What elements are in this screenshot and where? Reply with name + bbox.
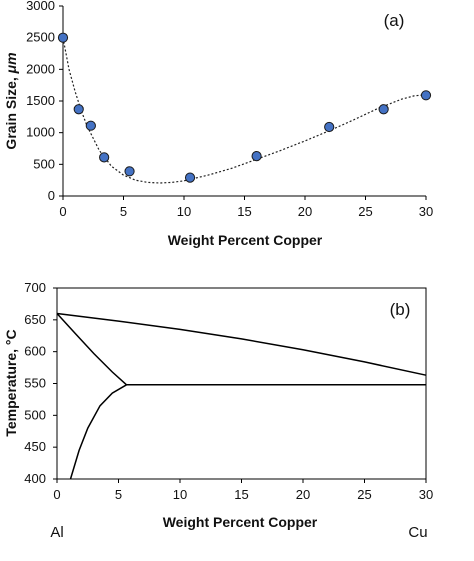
panel-a-label: (a) [384, 11, 405, 30]
panel-b-y-tick-label: 450 [24, 439, 46, 454]
panel-a-data-point [124, 166, 135, 177]
panel-b-y-tick-label: 700 [24, 280, 46, 295]
panel-a-y-tick-label: 2000 [26, 61, 55, 76]
panel-b-phase-boundary [69, 384, 127, 480]
panel-a-x-tick-label: 0 [59, 204, 66, 219]
panel-b-x-tick-label: 30 [419, 487, 433, 502]
panel-a-grain-size: 0 500 1000 1500 2000 2500 3000 0 5 10 15 20 25 30 (a… [3, 0, 433, 248]
panel-b-x-axis-title: Weight Percent Copper [163, 514, 318, 530]
panel-a-y-tick-label: 0 [48, 188, 55, 203]
panel-b-phase-lines [56, 312, 427, 480]
panel-a-data-point [420, 90, 432, 101]
panel-a-data-points [57, 32, 432, 183]
panel-b-y-tick-label: 500 [24, 407, 46, 422]
panel-b-x-tick-label: 5 [115, 487, 122, 502]
panel-b-x-tick-label: 15 [234, 487, 248, 502]
panel-a-x-tick-label: 25 [358, 204, 372, 219]
panel-a-x-tick-label: 5 [120, 204, 127, 219]
panel-b-phase-boundary [56, 312, 427, 376]
panel-a-data-point [251, 151, 262, 162]
panel-a-y-tick-label: 3000 [26, 0, 55, 13]
panel-a-y-tick-label: 2500 [26, 30, 55, 45]
panel-a-data-point [85, 120, 96, 131]
panel-b-x-ticks: 0 5 10 15 20 25 30 [53, 479, 433, 502]
panel-a-x-tick-label: 10 [177, 204, 191, 219]
panel-b-x-tick-label: 25 [357, 487, 371, 502]
panel-b-y-tick-label: 400 [24, 471, 46, 486]
panel-a-x-tick-label: 15 [237, 204, 251, 219]
panel-b-x-tick-label: 0 [53, 487, 60, 502]
panel-a-data-point [73, 104, 84, 115]
panel-b-x-tick-label: 20 [296, 487, 310, 502]
panel-a-y-axis-title: Grain Size, μm [3, 52, 19, 149]
panel-b-plot-frame [56, 287, 427, 480]
panel-a-y-tick-label: 1000 [26, 125, 55, 140]
panel-a-x-axis-title: Weight Percent Copper [168, 232, 323, 248]
panel-a-y-tick-label: 500 [33, 156, 55, 171]
panel-a-data-point [324, 121, 335, 133]
panel-a-x-tick-label: 30 [419, 204, 433, 219]
panel-a-x-tick-label: 20 [298, 204, 312, 219]
panel-a-trendline [62, 37, 427, 184]
panel-b-x-tick-label: 10 [173, 487, 187, 502]
panel-a-data-point [378, 104, 389, 115]
panel-a-y-ticks: 0 500 1000 1500 2000 2500 3000 [26, 0, 63, 203]
panel-b-y-ticks: 400 450 500 550 600 650 700 [24, 280, 57, 486]
panel-b-y-axis-title: Temperature, °C [3, 329, 19, 436]
panel-a-data-point [57, 32, 69, 43]
panel-b-phase-diagram: 400 450 500 550 600 650 700 0 5 10 15 20 25 30 (b) W… [3, 280, 433, 541]
panel-b-phase-boundary [56, 312, 128, 386]
panel-a-data-point [99, 152, 110, 163]
panel-a-y-tick-label: 1500 [26, 93, 55, 108]
panel-a-y-axis-unit: μm [3, 52, 19, 74]
panel-a-x-ticks: 0 5 10 15 20 25 30 [59, 196, 433, 219]
panel-a-data-point [184, 172, 196, 183]
panel-a-y-axis-title-text: Grain Size, [3, 73, 19, 149]
panel-b-label: (b) [390, 300, 411, 319]
copper-end-label: Cu [408, 524, 427, 541]
aluminum-end-label: Al [50, 524, 63, 541]
panel-b-y-tick-label: 550 [24, 376, 46, 391]
panel-b-y-tick-label: 600 [24, 344, 46, 359]
panel-b-y-tick-label: 650 [24, 312, 46, 327]
